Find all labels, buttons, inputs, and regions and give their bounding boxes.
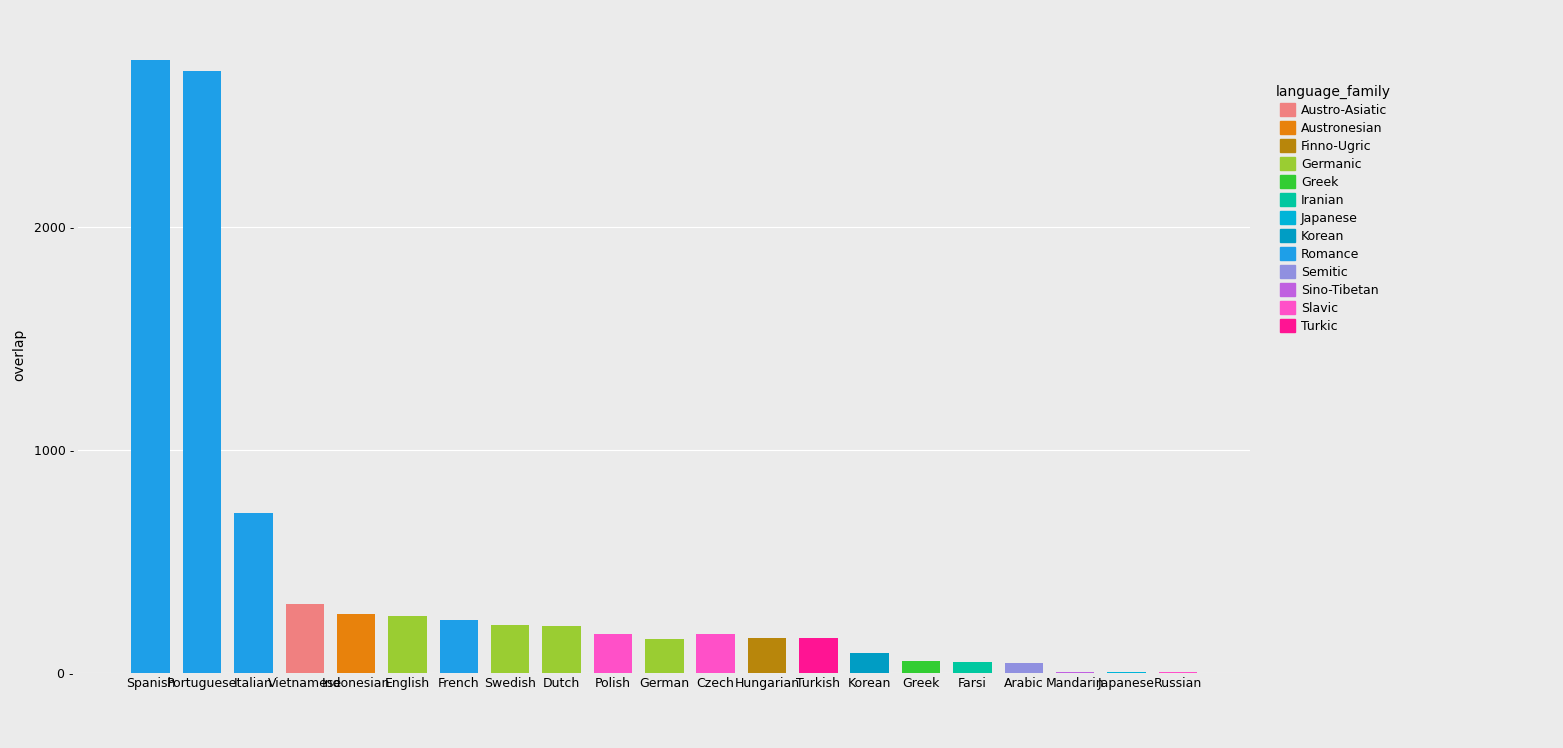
Bar — [747, 637, 786, 673]
Bar — [491, 625, 530, 673]
Bar — [131, 60, 170, 673]
Bar — [594, 634, 631, 673]
Bar — [902, 661, 941, 673]
Bar — [1057, 672, 1094, 673]
Bar — [1005, 663, 1043, 673]
Bar — [697, 634, 735, 673]
Bar — [439, 619, 478, 673]
Bar — [1107, 672, 1146, 673]
Bar — [953, 662, 991, 673]
Bar — [234, 512, 272, 673]
Bar — [799, 637, 838, 673]
Bar — [338, 614, 375, 673]
Bar — [646, 639, 683, 673]
Bar — [542, 626, 581, 673]
Bar — [1158, 672, 1197, 673]
Bar — [850, 653, 889, 673]
Bar — [183, 71, 222, 673]
Y-axis label: overlap: overlap — [13, 329, 27, 381]
Bar — [286, 604, 324, 673]
Legend: Austro-Asiatic, Austronesian, Finno-Ugric, Germanic, Greek, Iranian, Japanese, K: Austro-Asiatic, Austronesian, Finno-Ugri… — [1272, 81, 1394, 337]
Bar — [388, 616, 427, 673]
